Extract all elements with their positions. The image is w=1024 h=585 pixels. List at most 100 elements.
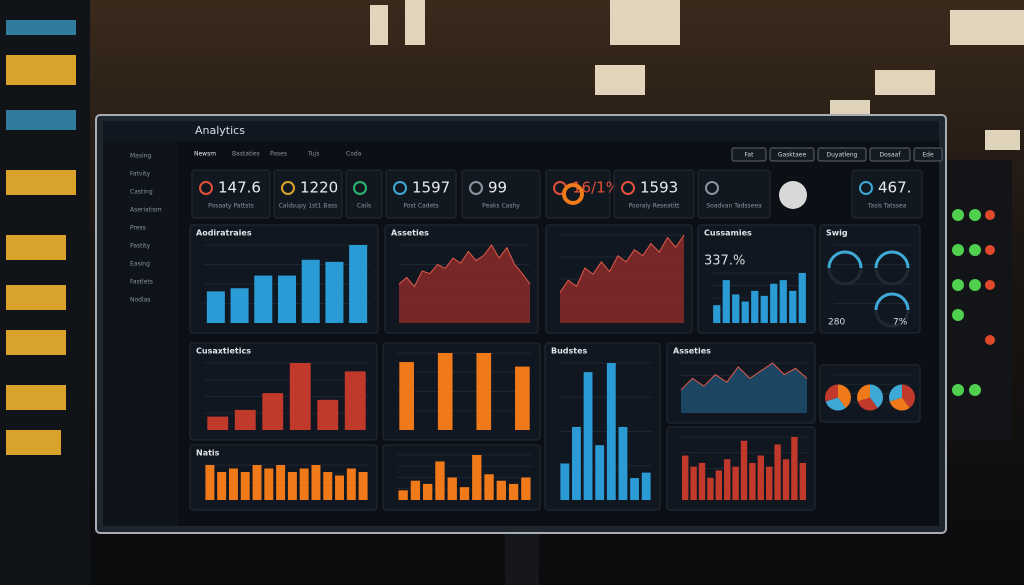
area-line bbox=[680, 362, 808, 391]
sidebar-item[interactable]: Fastlets bbox=[130, 279, 153, 286]
bar bbox=[757, 455, 764, 500]
bar bbox=[741, 301, 749, 323]
bar bbox=[287, 472, 297, 500]
bar bbox=[789, 290, 797, 323]
bar bbox=[349, 245, 368, 323]
sidebar-item[interactable]: Nodlas bbox=[130, 297, 150, 304]
bar bbox=[618, 426, 628, 500]
bar bbox=[476, 353, 492, 430]
panel-headline: 337.% bbox=[704, 254, 745, 269]
kpi-icon bbox=[469, 181, 483, 195]
bar bbox=[447, 477, 457, 500]
sidebar bbox=[103, 141, 178, 526]
avatar bbox=[779, 181, 807, 209]
bar bbox=[560, 463, 570, 500]
gauge-arc bbox=[874, 292, 910, 311]
bar bbox=[698, 462, 706, 500]
bar bbox=[630, 478, 639, 500]
tab[interactable]: Coda bbox=[346, 151, 362, 158]
header-button-label[interactable]: Dosaaf bbox=[880, 152, 902, 159]
bar bbox=[760, 295, 768, 323]
kpi-value: 1593 bbox=[640, 179, 678, 197]
gauge-label: 7% bbox=[893, 318, 908, 328]
bar bbox=[713, 305, 721, 323]
pie-slice bbox=[857, 397, 878, 411]
kpi-card bbox=[345, 169, 383, 219]
bar bbox=[276, 465, 286, 500]
header-button[interactable] bbox=[913, 147, 943, 162]
kpi-card bbox=[697, 169, 771, 219]
header-button-label[interactable]: Gasktaee bbox=[778, 152, 807, 159]
header-bar bbox=[103, 121, 939, 141]
bar bbox=[740, 440, 748, 500]
bar bbox=[782, 459, 790, 500]
bar bbox=[766, 466, 773, 500]
header-button[interactable] bbox=[731, 147, 767, 162]
bar bbox=[207, 416, 229, 430]
kpi-label: Caldsupy 1st1 Bass bbox=[279, 203, 338, 210]
kpi-label: Posaaty Pattsts bbox=[208, 203, 254, 210]
sidebar-item[interactable]: Fatvity bbox=[130, 171, 151, 178]
server-rack-right bbox=[942, 160, 1012, 440]
bar bbox=[262, 393, 284, 430]
bar bbox=[323, 472, 333, 500]
kpi-label: Soadvan Tadsseea bbox=[706, 203, 762, 210]
kpi-value: 1597 bbox=[412, 179, 450, 197]
kpi-card bbox=[461, 169, 541, 219]
sidebar-item[interactable]: Casting bbox=[130, 189, 153, 196]
kpi-icon bbox=[393, 181, 407, 195]
server-rack-left bbox=[0, 0, 90, 585]
kpi-card bbox=[191, 169, 271, 219]
bar bbox=[254, 275, 273, 323]
kpi-card bbox=[613, 169, 695, 219]
area-line bbox=[398, 244, 531, 288]
pie-slice bbox=[857, 384, 870, 402]
header-button[interactable] bbox=[817, 147, 867, 162]
panel-title: Budstes bbox=[551, 347, 588, 356]
header-button[interactable] bbox=[769, 147, 815, 162]
area bbox=[399, 245, 530, 323]
kpi-label: Tasls Tatssea bbox=[867, 203, 907, 210]
area bbox=[560, 235, 684, 323]
sidebar-item[interactable]: Press bbox=[130, 225, 146, 232]
bar bbox=[722, 280, 730, 323]
bar bbox=[732, 294, 740, 323]
bar bbox=[311, 465, 321, 500]
bar bbox=[521, 477, 531, 500]
bar bbox=[779, 280, 787, 323]
tab[interactable]: Pases bbox=[270, 151, 287, 158]
pie-slice bbox=[838, 384, 852, 409]
panel-title: Asseties bbox=[391, 229, 429, 238]
sidebar-item[interactable]: Easing bbox=[130, 261, 150, 268]
sidebar-item[interactable]: Aseriatism bbox=[130, 207, 162, 214]
kpi-icon bbox=[281, 181, 295, 195]
header-button-label[interactable]: Fat bbox=[745, 152, 755, 159]
pie-slice bbox=[825, 384, 838, 402]
header-button[interactable] bbox=[869, 147, 911, 162]
bar bbox=[774, 444, 781, 500]
bar bbox=[205, 465, 215, 500]
bar bbox=[399, 362, 414, 430]
bar bbox=[484, 474, 494, 500]
bar bbox=[715, 470, 722, 500]
tab[interactable]: Tujs bbox=[307, 151, 319, 158]
bar bbox=[791, 437, 798, 500]
tab[interactable]: Bastaties bbox=[232, 151, 260, 158]
header-button-label[interactable]: Ede bbox=[922, 152, 934, 159]
bar bbox=[798, 273, 806, 323]
bar bbox=[690, 466, 697, 500]
bar bbox=[228, 468, 238, 500]
tab[interactable]: Newsm bbox=[194, 151, 216, 158]
bar bbox=[435, 461, 445, 500]
header-button-label[interactable]: Duyatleng bbox=[827, 152, 858, 159]
bar bbox=[230, 288, 249, 323]
kpi-label: Cails bbox=[357, 203, 371, 210]
bar bbox=[682, 455, 689, 500]
panel-title: Cusaxtietics bbox=[196, 347, 251, 356]
kpi-value: 1220 bbox=[300, 179, 338, 197]
bar bbox=[344, 371, 366, 430]
sidebar-item[interactable]: Pastity bbox=[130, 243, 151, 250]
bar bbox=[724, 459, 731, 500]
sidebar-item[interactable]: Masing bbox=[130, 153, 151, 160]
bar bbox=[423, 483, 433, 500]
